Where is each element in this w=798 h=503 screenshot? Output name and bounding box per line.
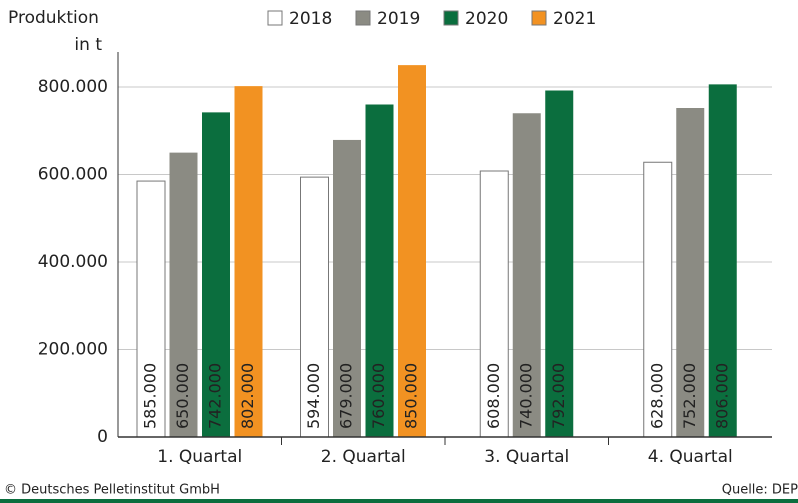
bar xyxy=(169,152,198,437)
bar xyxy=(545,90,574,437)
x-tick-label: 3. Quartal xyxy=(484,447,569,467)
y-axis-label: in t xyxy=(74,35,102,55)
value-label: 679.000 xyxy=(337,363,356,429)
bar xyxy=(512,113,541,437)
legend-label: 2020 xyxy=(465,9,508,29)
value-label: 752.000 xyxy=(680,363,699,429)
legend-swatch xyxy=(267,10,283,26)
value-label: 628.000 xyxy=(647,363,666,429)
footer-right: Quelle: DEP xyxy=(722,483,798,498)
value-label: 650.000 xyxy=(173,363,192,429)
bar xyxy=(300,176,329,438)
bar xyxy=(676,108,705,437)
y-tick-label: 800.000 xyxy=(38,77,108,97)
value-label: 802.000 xyxy=(238,363,257,429)
y-tick-label: 600.000 xyxy=(38,165,108,185)
legend-label: 2018 xyxy=(289,9,332,29)
bar xyxy=(365,104,394,437)
value-label: 594.000 xyxy=(304,363,323,429)
value-label: 760.000 xyxy=(369,363,388,429)
bar xyxy=(234,86,263,437)
y-tick-label: 0 xyxy=(97,427,108,447)
legend-label: 2021 xyxy=(553,9,596,29)
value-label: 740.000 xyxy=(516,363,535,429)
x-tick-label: 1. Quartal xyxy=(157,447,242,467)
legend-swatch xyxy=(443,10,459,26)
value-label: 608.000 xyxy=(484,363,503,429)
x-tick-label: 2. Quartal xyxy=(321,447,406,467)
y-tick-label: 400.000 xyxy=(38,252,108,272)
y-axis-label: Produktion xyxy=(8,8,99,28)
bar xyxy=(643,161,673,438)
value-label: 806.000 xyxy=(712,363,731,429)
legend-label: 2019 xyxy=(377,9,420,29)
bar xyxy=(136,180,166,438)
footer-stripe xyxy=(0,499,798,503)
legend-swatch xyxy=(355,10,371,26)
x-tick-label: 4. Quartal xyxy=(648,447,733,467)
footer-left: © Deutsches Pelletinstitut GmbH xyxy=(4,483,220,498)
y-tick-label: 200.000 xyxy=(38,340,108,360)
value-label: 585.000 xyxy=(141,363,160,429)
bar xyxy=(398,65,426,437)
bar xyxy=(708,84,737,437)
value-label: 792.000 xyxy=(549,363,568,429)
bar xyxy=(333,139,361,437)
bar xyxy=(202,112,230,437)
value-label: 850.000 xyxy=(402,363,421,429)
value-label: 742.000 xyxy=(206,363,225,429)
legend-swatch xyxy=(531,10,547,26)
